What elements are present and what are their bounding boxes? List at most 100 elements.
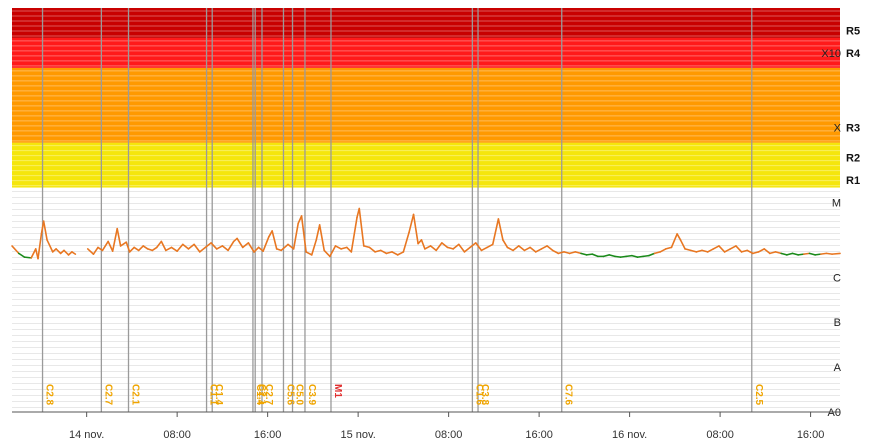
flux-segment — [670, 233, 678, 249]
flux-segment — [350, 216, 358, 253]
flux-class-labels: A0 A B C M X X10 — [821, 48, 841, 419]
flux-segment — [116, 227, 122, 247]
flux-segment — [452, 243, 460, 250]
flux-segment — [574, 251, 582, 255]
flux-segment — [585, 253, 594, 256]
flux-segment — [614, 255, 622, 258]
x-tick-label: 15 nov. — [340, 429, 375, 441]
flux-segment — [412, 213, 419, 245]
flux-segment — [137, 245, 145, 252]
flux-segment — [429, 245, 437, 252]
flux-segment — [491, 218, 500, 246]
radio-blackout-label: R5 — [846, 25, 860, 37]
flux-segment — [665, 246, 673, 250]
flux-segment — [46, 239, 54, 253]
flare-label: C2.7 — [102, 384, 113, 406]
flux-segment — [631, 254, 639, 258]
flux-segment — [752, 251, 760, 255]
x-tick-label: 08:00 — [163, 429, 191, 441]
flux-segment — [420, 239, 426, 250]
x-tick-label: 16 nov. — [612, 429, 647, 441]
flux-segment — [706, 248, 715, 253]
flux-segment — [55, 248, 62, 255]
flux-segment — [441, 242, 449, 249]
flux-segment — [506, 246, 514, 252]
flux-segment — [241, 242, 250, 249]
flux-segment — [37, 233, 43, 260]
flux-segment — [101, 240, 109, 252]
flux-segment — [305, 251, 313, 256]
flux-segment — [97, 246, 104, 252]
flux-segment — [323, 249, 331, 258]
flare-label: C1.1 — [208, 384, 219, 406]
flux-segment — [729, 245, 737, 250]
flux-segment — [642, 254, 650, 258]
flux-segment — [385, 251, 393, 255]
flux-segment — [334, 245, 342, 250]
flux-segment — [86, 248, 95, 255]
flux-segment — [557, 251, 565, 255]
flux-segment — [182, 243, 190, 250]
flux-segment — [424, 245, 432, 250]
flux-class-label: A0 — [828, 407, 841, 419]
flux-segment — [689, 249, 698, 253]
flux-band — [12, 67, 840, 143]
flux-segment — [128, 246, 135, 253]
flux-segment — [379, 249, 388, 255]
flux-segment — [608, 254, 616, 258]
flux-segment — [125, 241, 131, 253]
flux-segment — [546, 245, 554, 252]
flux-segment — [446, 246, 454, 250]
flux-segment — [780, 252, 788, 256]
flux-segment — [676, 233, 682, 241]
flux-segment — [648, 252, 656, 257]
flare-label: C3.8 — [479, 384, 490, 406]
flux-segment — [151, 246, 158, 252]
flux-segment — [786, 252, 794, 256]
x-tick-label: 16:00 — [797, 429, 825, 441]
flux-segment — [602, 254, 611, 258]
flux-segment — [797, 253, 805, 256]
flux-segment — [534, 248, 543, 253]
flux-segment — [362, 245, 371, 249]
flux-segment — [625, 254, 633, 258]
flux-segment — [580, 252, 588, 256]
x-tick-label: 08:00 — [435, 429, 463, 441]
flux-class-label: A — [834, 362, 842, 374]
flux-segment — [165, 246, 173, 252]
flare-label: C2.8 — [44, 384, 55, 406]
flare-label: C7.6 — [563, 384, 574, 406]
radio-blackout-labels: R1 R2 R3 R4 R5 — [846, 25, 861, 187]
flux-segment — [71, 251, 77, 255]
flux-segment — [718, 245, 726, 253]
flux-segment — [636, 255, 644, 258]
x-tick-label: 16:00 — [525, 429, 553, 441]
flux-segment — [695, 249, 703, 253]
flux-segment — [11, 245, 20, 255]
flux-class-label: M — [832, 198, 841, 210]
radio-blackout-label: R3 — [846, 123, 860, 135]
flare-label: C2.1 — [130, 384, 141, 406]
flux-segment — [292, 222, 299, 250]
flux-segment — [368, 246, 376, 253]
flux-segment — [712, 245, 720, 250]
flux-class-label: B — [834, 317, 841, 329]
flux-segment — [435, 242, 443, 252]
flare-label: C2.5 — [753, 384, 764, 406]
flux-segment — [723, 248, 732, 253]
flux-segment — [236, 237, 244, 249]
flux-segment — [808, 252, 816, 256]
flux-segment — [474, 242, 483, 252]
flux-segment — [480, 246, 488, 252]
x-tick-label: 16:00 — [254, 429, 282, 441]
flux-segment — [746, 249, 754, 255]
flux-segment — [769, 251, 777, 255]
flux-segment — [176, 243, 184, 252]
flux-segment — [469, 242, 477, 249]
flux-segment — [204, 242, 212, 249]
flux-segment — [142, 245, 149, 250]
flux-segment — [408, 213, 415, 234]
radio-blackout-label: R1 — [846, 175, 860, 187]
flare-markers — [41, 8, 753, 412]
flux-segment — [17, 252, 26, 258]
